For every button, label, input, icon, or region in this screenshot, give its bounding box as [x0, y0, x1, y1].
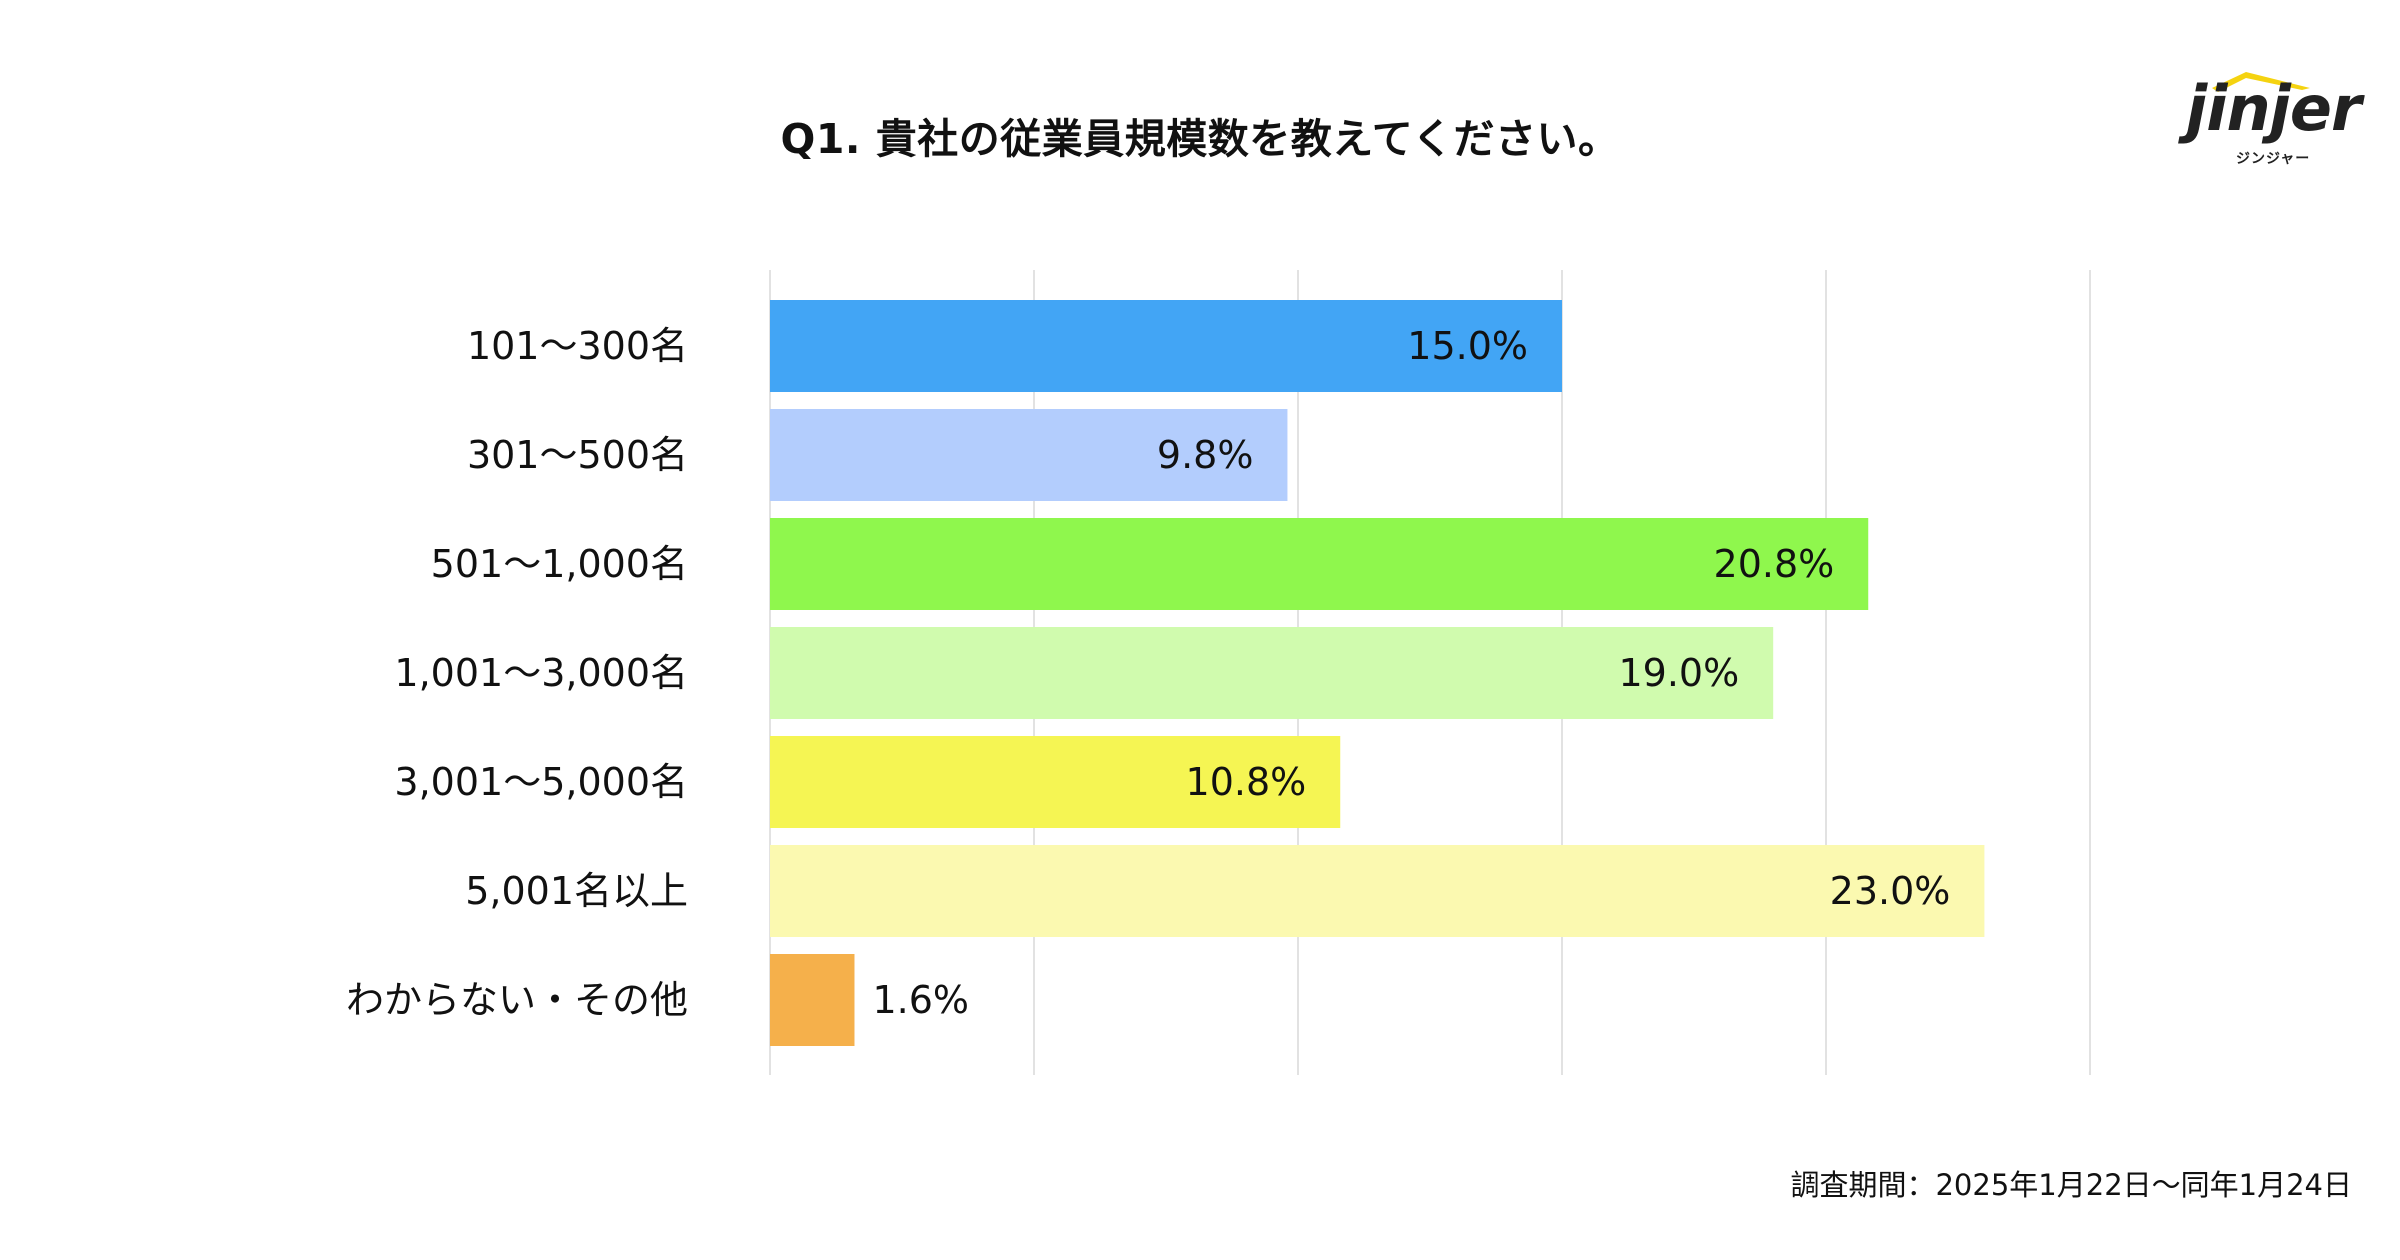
- data-label: 20.8%: [1714, 542, 1835, 586]
- logo-roof-icon: [2212, 72, 2310, 92]
- data-label: 19.0%: [1618, 651, 1739, 695]
- category-label: 501〜1,000名: [431, 542, 688, 586]
- bar: [770, 736, 1341, 828]
- data-label: 15.0%: [1407, 324, 1528, 368]
- jinjer-logo: jinjer ジンジャー: [2180, 60, 2362, 170]
- data-label: 9.8%: [1157, 433, 1254, 477]
- category-label: わからない・その他: [346, 978, 688, 1022]
- category-label: 1,001〜3,000名: [394, 651, 688, 695]
- bar: [770, 409, 1288, 501]
- logo-wordmark: jinjer: [2186, 72, 2362, 145]
- data-label: 10.8%: [1186, 760, 1307, 804]
- bar: [770, 954, 855, 1046]
- bar: [770, 627, 1774, 719]
- logo-subtext: ジンジャー: [2236, 151, 2311, 167]
- bar: [770, 845, 1985, 937]
- survey-period: 調査期間：2025年1月22日〜同年1月24日: [1790, 1168, 2352, 1202]
- bar: [770, 518, 1869, 610]
- logo-roof-shape: [2212, 72, 2310, 92]
- chart-title: Q1. 貴社の従業員規模数を教えてください。: [780, 115, 1620, 163]
- data-label: 1.6%: [872, 978, 969, 1022]
- category-label: 101〜300名: [467, 324, 688, 368]
- bar: [770, 300, 1562, 392]
- data-label: 23.0%: [1830, 869, 1951, 913]
- category-label: 3,001〜5,000名: [394, 760, 688, 804]
- category-label: 301〜500名: [467, 433, 688, 477]
- category-label: 5,001名以上: [465, 869, 688, 913]
